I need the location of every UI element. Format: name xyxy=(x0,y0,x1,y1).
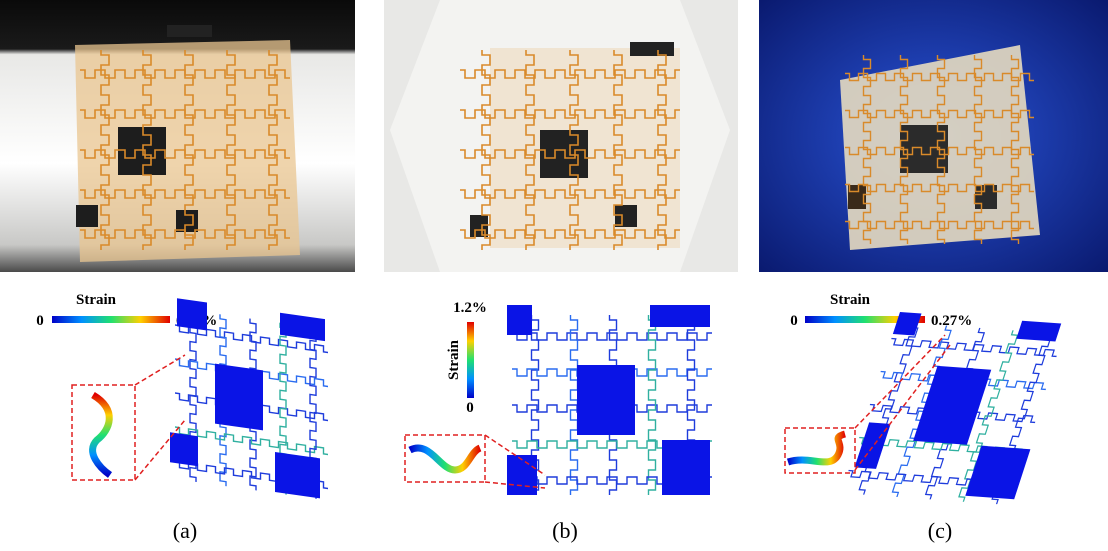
photo-a xyxy=(0,0,355,272)
serpentine-trace xyxy=(512,333,712,340)
colorbar xyxy=(467,322,474,398)
fea-c: Strain 0 0.27% xyxy=(785,292,1071,505)
shape xyxy=(893,312,922,336)
colorbar-title: Strain xyxy=(830,292,871,308)
shape xyxy=(177,298,207,330)
shape xyxy=(167,25,212,37)
colorbar-max: 0.27% xyxy=(931,313,972,329)
shape xyxy=(93,395,110,475)
shape xyxy=(176,210,198,232)
fea-a: Strain 0 0.23% xyxy=(36,292,328,501)
shape xyxy=(507,305,532,335)
shape xyxy=(841,312,1071,505)
fea-b: 1.2% Strain 0 xyxy=(405,300,712,495)
shape xyxy=(275,452,320,498)
shape xyxy=(410,448,480,470)
colorbar-max: 1.2% xyxy=(453,300,487,316)
page: {"panels": [ {"label": "(a)", "colorbar"… xyxy=(0,0,1108,551)
photo-b xyxy=(384,0,738,272)
shape xyxy=(280,313,325,341)
colorbar-min: 0 xyxy=(466,400,474,416)
colorbar-min: 0 xyxy=(790,313,798,329)
colorbar xyxy=(52,316,170,323)
shape xyxy=(170,432,198,466)
shape xyxy=(577,365,635,435)
shape xyxy=(1016,321,1061,342)
serpentine-trace xyxy=(858,323,919,494)
shape xyxy=(630,42,674,56)
figure: Strain 0 0.23% 1.2% Strain 0 xyxy=(0,0,1108,551)
shape xyxy=(965,446,1030,499)
shape xyxy=(507,455,537,495)
panel-label: (a) xyxy=(173,518,197,543)
panel-label: (b) xyxy=(552,518,578,543)
shape xyxy=(170,297,328,500)
shape xyxy=(76,205,98,227)
colorbar-min: 0 xyxy=(36,313,44,329)
shape xyxy=(540,130,588,178)
shape xyxy=(507,305,712,495)
colorbar-title: Strain xyxy=(76,292,117,308)
panel-label: (c) xyxy=(928,518,952,543)
shape xyxy=(135,355,185,385)
shape xyxy=(215,364,263,431)
shape xyxy=(662,440,710,495)
shape xyxy=(615,205,637,227)
photo-c xyxy=(759,0,1108,272)
colorbar-title: Strain xyxy=(446,339,462,380)
shape xyxy=(650,305,710,327)
shape xyxy=(788,434,845,462)
